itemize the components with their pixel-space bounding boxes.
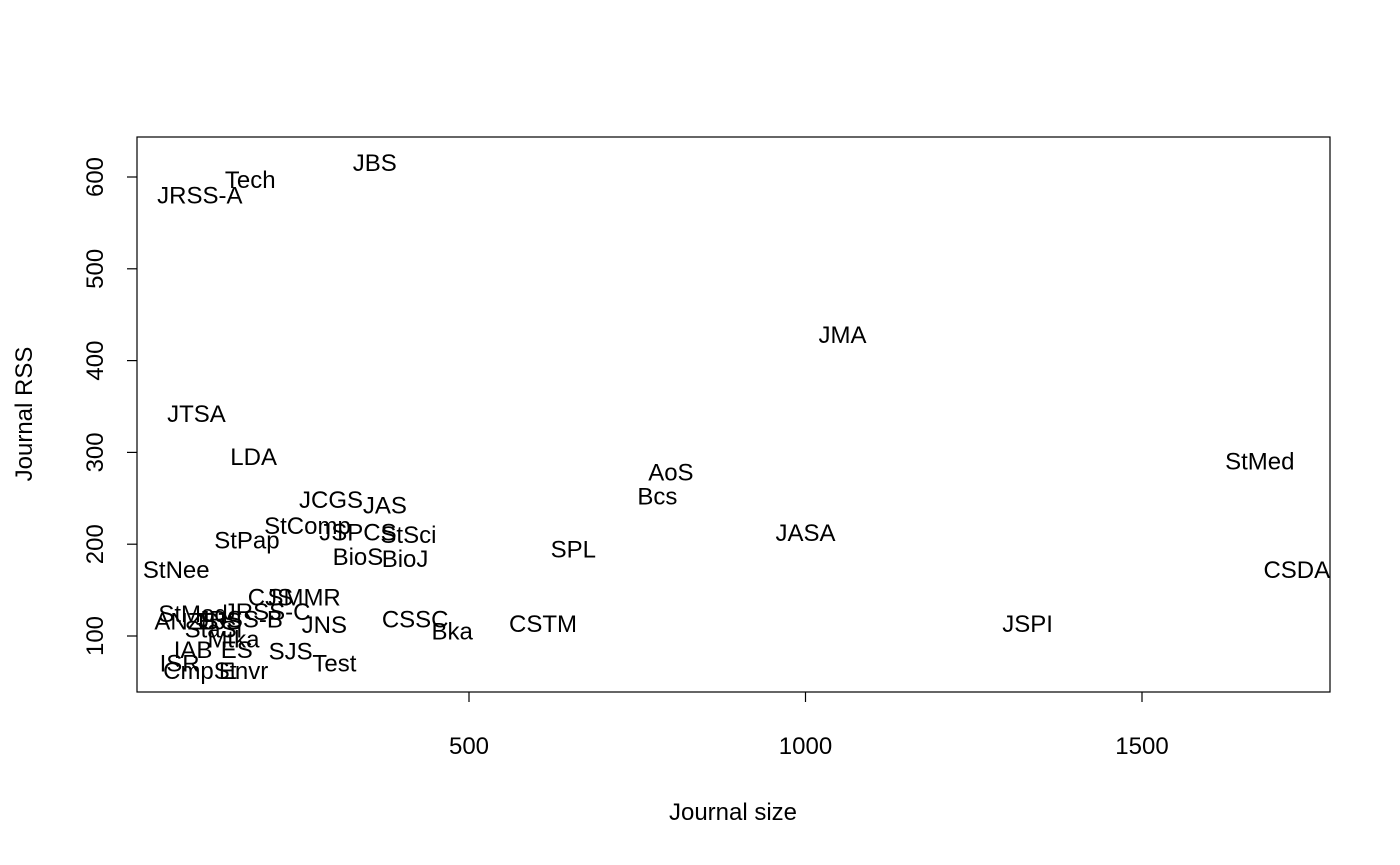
data-point-label: LDA: [230, 444, 277, 471]
y-tick-label: 600: [82, 157, 109, 197]
data-point-label: JASA: [775, 520, 835, 547]
data-point-label: Envr: [219, 658, 268, 685]
data-point-label: BioJ: [382, 546, 429, 573]
data-point-label: CmpSt: [163, 658, 237, 685]
data-point-label: SPL: [551, 537, 596, 564]
data-point-label: StNee: [143, 557, 210, 584]
data-point-label: JSPI: [1002, 611, 1053, 638]
data-point-label: Test: [312, 651, 356, 678]
data-point-label: StMed: [1225, 449, 1294, 476]
data-point-label: ES: [221, 637, 253, 664]
data-point-label: JRSS-B: [198, 606, 283, 633]
data-point-label: StComp: [264, 513, 351, 540]
data-point-label: JSPCS: [319, 519, 396, 546]
data-point-label: JRSS-A: [157, 182, 242, 209]
data-point-label: IAB: [174, 637, 213, 664]
data-point-label: CJS: [248, 584, 293, 611]
data-point-label: Bka: [431, 618, 473, 645]
data-point-label: EJS: [198, 608, 242, 635]
x-axis: 500 1000 1500: [449, 692, 1169, 760]
data-point-label: JBS: [353, 150, 397, 177]
x-tick-label: 500: [449, 733, 489, 760]
y-tick-label: 300: [82, 432, 109, 472]
data-point-label: Tech: [225, 167, 276, 194]
data-point-label: Mtka: [207, 627, 260, 654]
data-point-label: CSTM: [509, 611, 577, 638]
data-point-label: StMod: [158, 601, 227, 628]
data-point-label: ANZS: [154, 608, 218, 635]
x-tick-label: 1000: [779, 733, 832, 760]
data-point-label: StPap: [214, 528, 279, 555]
y-tick-label: 500: [82, 249, 109, 289]
plot-frame: [136, 136, 1331, 693]
x-axis-title: Journal size: [669, 799, 797, 826]
data-point-label: JTSA: [167, 401, 226, 428]
data-point-label: SJS: [269, 639, 313, 666]
data-point-label: Bcs: [637, 483, 677, 510]
y-axis: 100 200 300 400 500 600: [82, 157, 137, 656]
data-point-label: StSci: [380, 522, 436, 549]
y-tick-label: 100: [82, 616, 109, 656]
data-point-label: SMMR: [267, 584, 340, 611]
data-point-label: JNS: [302, 612, 347, 639]
data-point-label: JMA: [819, 322, 867, 349]
data-point-label: StaSi: [185, 617, 242, 644]
y-axis-title: Journal RSS: [11, 347, 38, 482]
y-tick-label: 200: [82, 524, 109, 564]
data-point-label: JCGS: [299, 487, 363, 514]
data-point-label: CSSC: [382, 606, 449, 633]
x-tick-label: 1500: [1115, 733, 1168, 760]
data-point-label: BioS: [333, 544, 384, 571]
data-point-label: CSDA: [1263, 557, 1330, 584]
data-point-label: ISR: [160, 651, 200, 678]
data-point-label: AoS: [648, 460, 693, 487]
y-tick-label: 400: [82, 341, 109, 381]
data-point-label: JRSS-C: [224, 599, 311, 626]
data-point-label: JAS: [363, 493, 407, 520]
